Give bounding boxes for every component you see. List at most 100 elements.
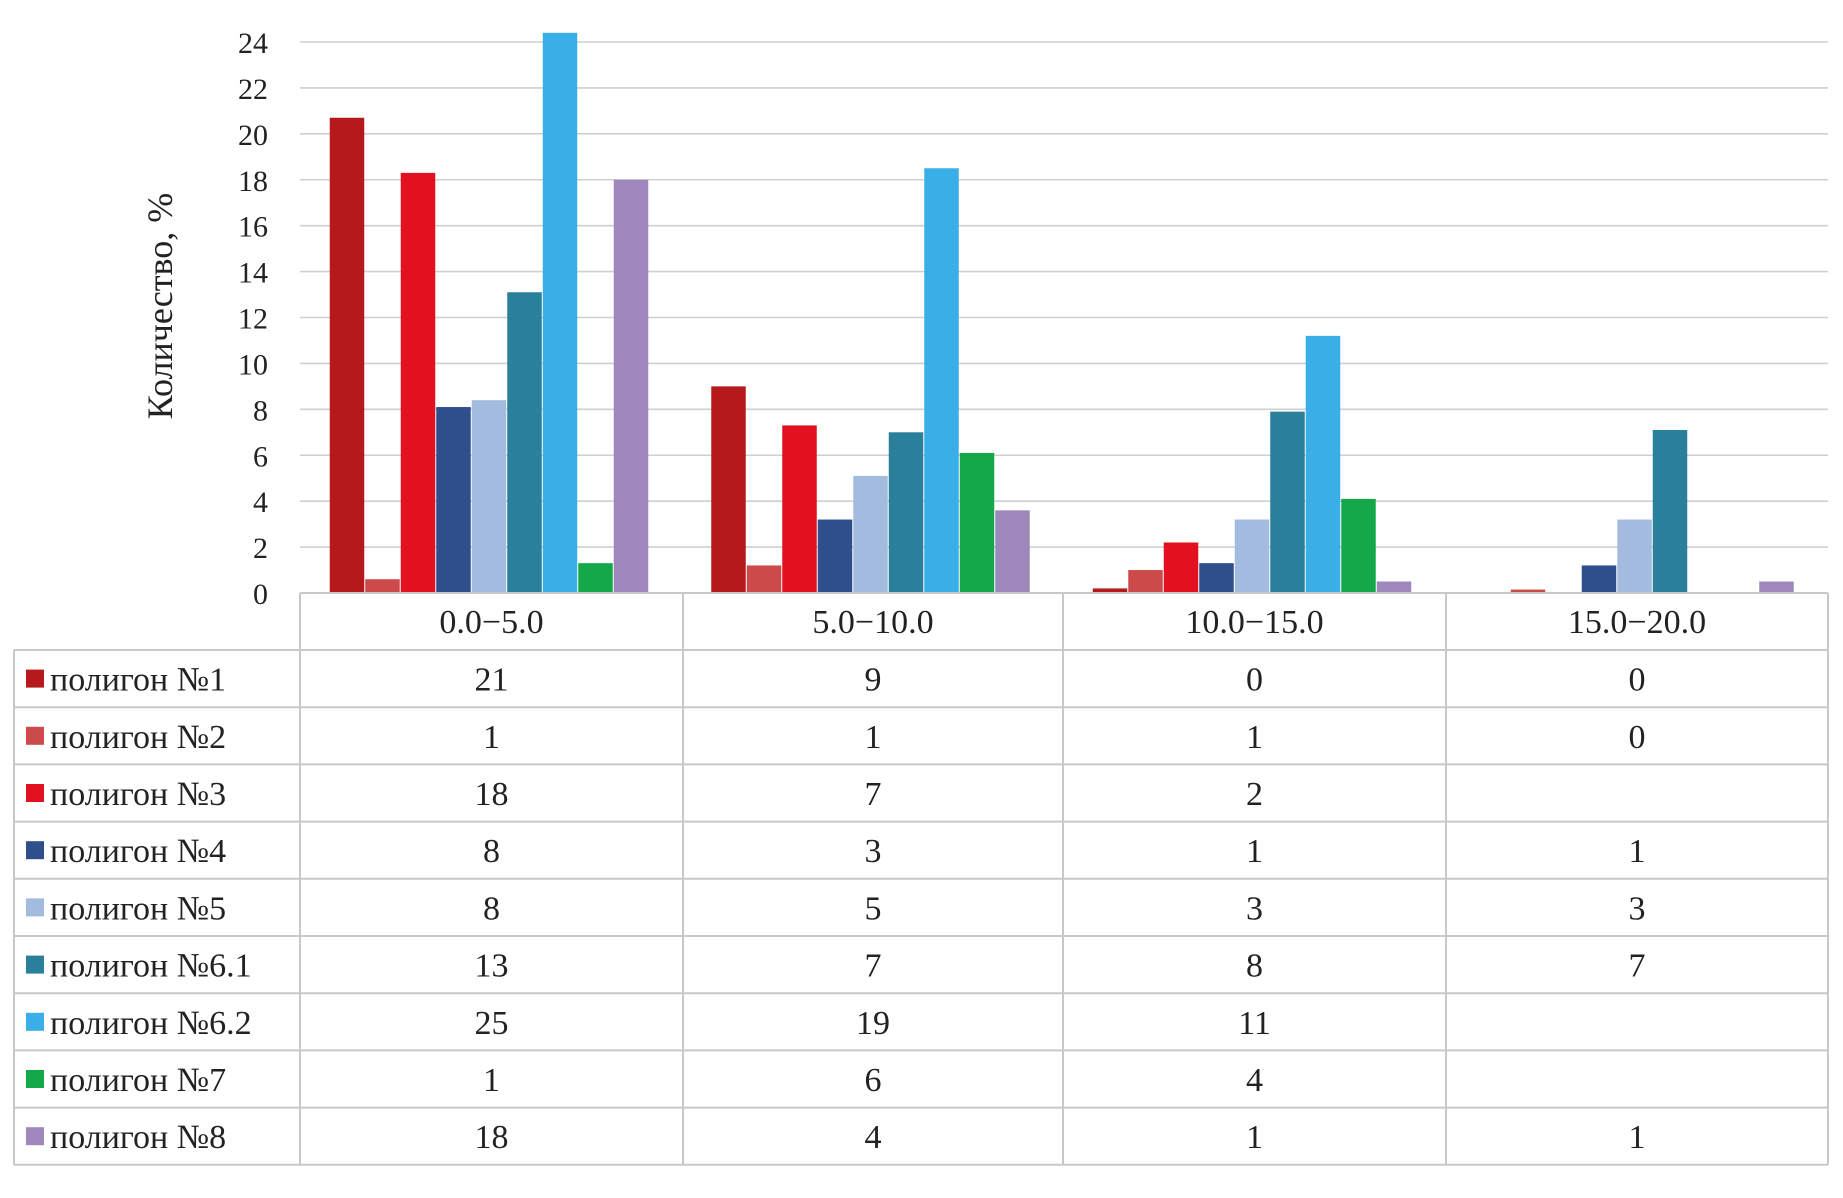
- table-cell-value: 1: [483, 719, 500, 756]
- bar: [1652, 429, 1688, 593]
- bar: [1270, 411, 1305, 593]
- series-name: полигон №5: [50, 890, 226, 927]
- bar: [782, 425, 817, 593]
- table-cell-value: 4: [865, 1119, 882, 1156]
- legend-swatch: [26, 669, 44, 688]
- table-cell-value: 6: [865, 1062, 882, 1099]
- bar: [507, 292, 542, 593]
- bar: [959, 452, 995, 593]
- table-cell-value: 21: [475, 662, 509, 699]
- series-name: полигон №1: [50, 662, 226, 699]
- table-cell-value: 0: [1629, 662, 1646, 699]
- bar: [1341, 498, 1376, 593]
- table-cell-value: 8: [483, 890, 500, 927]
- table-cell-value: 13: [475, 948, 509, 985]
- table-cell-value: 7: [865, 776, 882, 813]
- x-category-label: 15.0−20.0: [1568, 604, 1706, 641]
- legend-swatch: [26, 955, 44, 974]
- table-cell-value: 5: [865, 890, 882, 927]
- bar: [888, 432, 924, 593]
- y-tick-label: 0: [253, 578, 268, 611]
- y-tick-label: 10: [238, 348, 268, 381]
- bar: [436, 407, 471, 593]
- bar: [542, 32, 578, 594]
- table-cell-value: 1: [1629, 833, 1646, 870]
- y-tick-label: 4: [253, 486, 268, 519]
- series-name: полигон №6.2: [50, 1005, 252, 1042]
- y-tick-label: 18: [238, 165, 268, 198]
- series-name: полигон №3: [50, 776, 226, 813]
- y-axis-title: Количество, %: [140, 193, 180, 419]
- y-tick-label: 20: [238, 119, 268, 152]
- table-cell-value: 3: [1246, 890, 1263, 927]
- y-tick-label: 24: [238, 27, 268, 60]
- bar: [1128, 570, 1163, 593]
- bar: [1617, 519, 1652, 593]
- y-tick-label: 8: [253, 394, 268, 427]
- data-table: 0.0−5.0 5.0−10.0 10.0−15.0 15.0−20.0 полигон…: [13, 592, 1829, 1166]
- y-tick-label: 14: [238, 257, 268, 290]
- bar: [471, 400, 507, 593]
- bar: [1759, 581, 1794, 593]
- legend-swatch: [26, 898, 44, 917]
- legend-swatch: [26, 1127, 44, 1146]
- series-name: полигон №8: [50, 1119, 226, 1156]
- bar: [1305, 335, 1341, 593]
- bar: [1092, 588, 1128, 593]
- table-cell-value: 3: [1629, 890, 1646, 927]
- x-category-label: 5.0−10.0: [812, 604, 933, 641]
- y-tick-label: 16: [238, 211, 268, 244]
- series-name: полигон №4: [50, 833, 226, 870]
- bar: [1510, 589, 1546, 593]
- table-cell-value: 25: [475, 1005, 509, 1042]
- table-cell-value: 11: [1238, 1005, 1271, 1042]
- bars: [329, 32, 1794, 594]
- table-cell-value: 7: [865, 948, 882, 985]
- legend-swatch: [26, 841, 44, 860]
- bar: [711, 386, 746, 593]
- x-category-label: 10.0−15.0: [1185, 604, 1323, 641]
- table-cell-value: 2: [1246, 776, 1263, 813]
- y-tick-label: 6: [253, 440, 268, 473]
- table-cell-value: 8: [1246, 948, 1263, 985]
- bar: [400, 172, 436, 594]
- bar: [365, 579, 400, 593]
- table-cell-value: 3: [865, 833, 882, 870]
- bar: [746, 565, 782, 593]
- series-name: полигон №7: [50, 1062, 226, 1099]
- legend-swatch: [26, 726, 44, 745]
- table-cell-value: 1: [1246, 1119, 1263, 1156]
- bar: [1199, 563, 1234, 593]
- table-cell-value: 1: [1629, 1119, 1646, 1156]
- bar: [924, 168, 959, 594]
- series-name: полигон №6.1: [50, 948, 252, 985]
- y-tick-label: 2: [253, 532, 268, 565]
- table-cell-value: 18: [475, 776, 509, 813]
- bar: [329, 117, 365, 593]
- table-cell-value: 19: [856, 1005, 890, 1042]
- bar: [613, 179, 649, 593]
- table-cell-value: 1: [1246, 719, 1263, 756]
- y-tick-label: 12: [238, 303, 268, 336]
- table-cell-value: 18: [475, 1119, 509, 1156]
- bar: [853, 475, 888, 593]
- bar: [1163, 542, 1199, 593]
- series-name: полигон №2: [50, 719, 226, 756]
- legend-swatch: [26, 1012, 44, 1031]
- y-tick-label: 22: [238, 73, 268, 106]
- table-cell-value: 9: [865, 662, 882, 699]
- legend-swatch: [26, 784, 44, 802]
- bar: [995, 510, 1030, 593]
- table-cell-value: 4: [1246, 1062, 1263, 1099]
- legend-swatch: [26, 1070, 44, 1088]
- bar: [817, 519, 853, 593]
- table-cell-value: 0: [1246, 662, 1263, 699]
- table-cell-value: 1: [483, 1062, 500, 1099]
- table-cell-value: 1: [865, 719, 882, 756]
- table-cell-value: 0: [1629, 719, 1646, 756]
- table-cell-value: 1: [1246, 833, 1263, 870]
- bar: [1376, 581, 1412, 593]
- bar: [1234, 519, 1270, 593]
